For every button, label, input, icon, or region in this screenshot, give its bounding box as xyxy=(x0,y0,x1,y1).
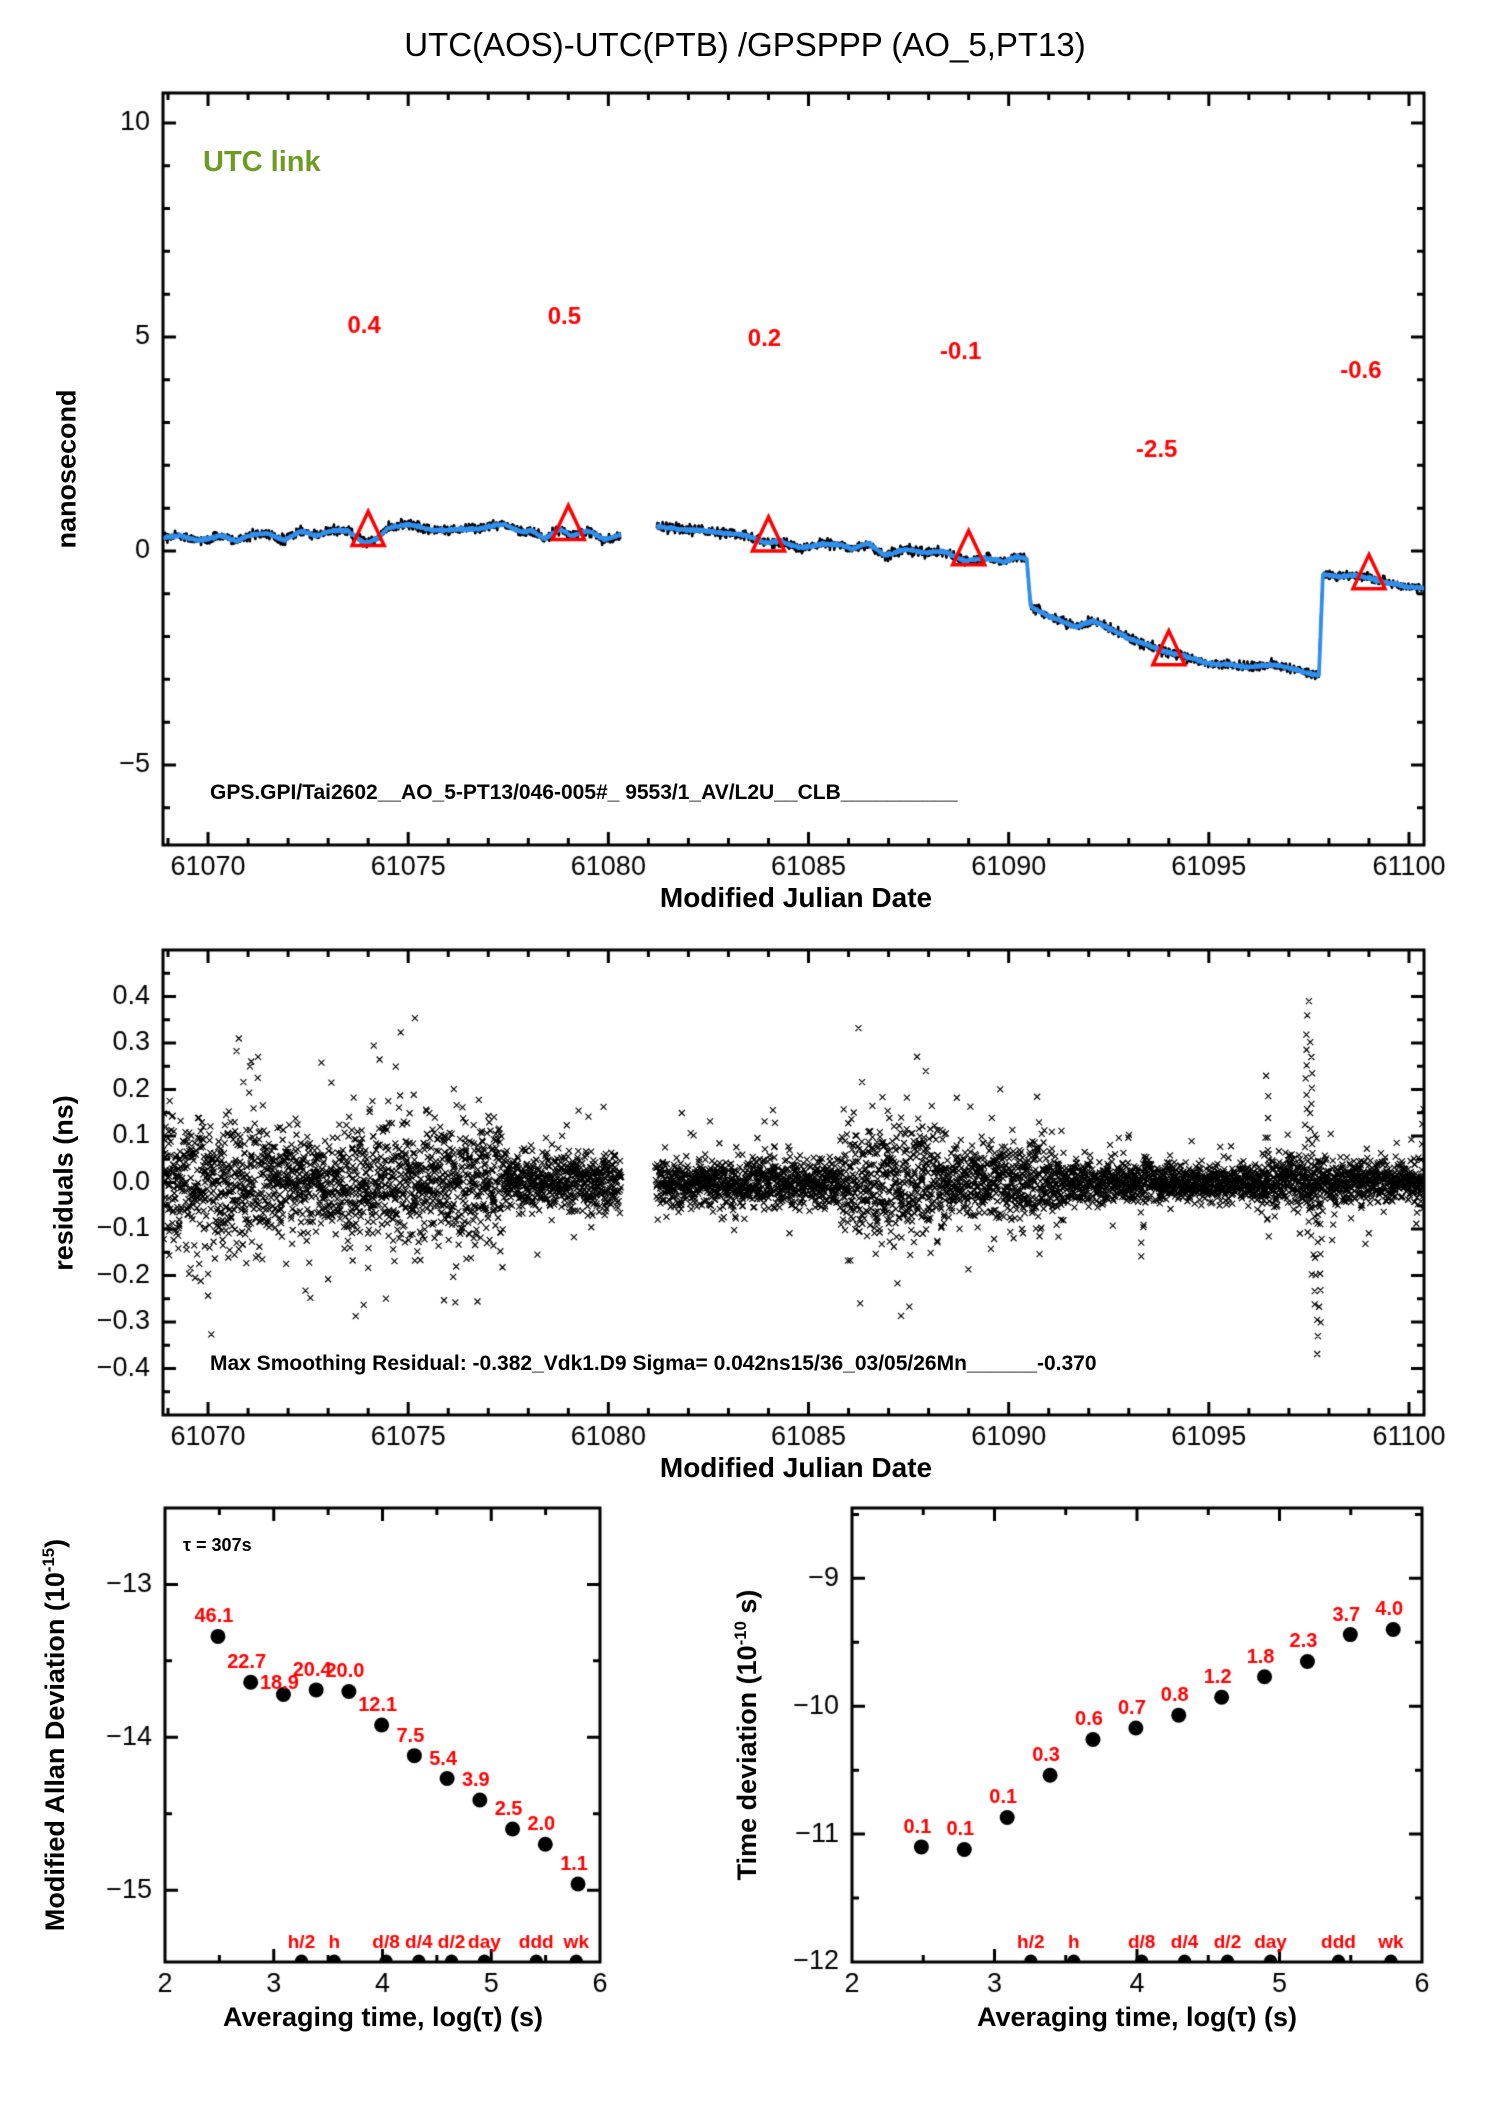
tdev-y-axis-label-exp: -10 xyxy=(731,1621,750,1646)
tau-annotation: τ = 307s xyxy=(183,1535,252,1555)
top-x-axis-label: Modified Julian Date xyxy=(659,882,933,913)
top-panel-annotation: GPS.GPI/Tai2602__AO_5-PT13/046-005#_ 955… xyxy=(210,781,958,804)
residuals-x-axis-label: Modified Julian Date xyxy=(659,1452,933,1483)
mdev-y-axis-label: Modified Allan Deviation (10-15) xyxy=(39,1539,71,1931)
mdev-y-axis-label-close: ) xyxy=(40,1538,70,1548)
mdev-y-axis-label-exp: -15 xyxy=(39,1547,58,1573)
residuals-annotation: Max Smoothing Residual: -0.382_Vdk1.D9 S… xyxy=(210,1352,1097,1375)
utc-link-label: UTC link xyxy=(203,146,321,178)
tdev-x-axis-label: Averaging time, log(τ) (s) xyxy=(976,2002,1298,2032)
tdev-y-axis-label-close: s) xyxy=(732,1589,762,1622)
residuals-y-axis-label: residuals (ns) xyxy=(48,1095,79,1271)
mdev-y-axis-label-base: Modified Allan Deviation (10 xyxy=(40,1572,70,1932)
mdev-x-axis-label: Averaging time, log(τ) (s) xyxy=(222,2002,544,2032)
page-title: UTC(AOS)-UTC(PTB) /GPSPPP (AO_5,PT13) xyxy=(404,26,1086,63)
tdev-y-axis-label: Time deviation (10-10 s) xyxy=(731,1590,763,1881)
top-y-axis-label: nanosecond xyxy=(51,389,82,549)
tdev-y-axis-label-base: Time deviation (10 xyxy=(732,1645,762,1881)
